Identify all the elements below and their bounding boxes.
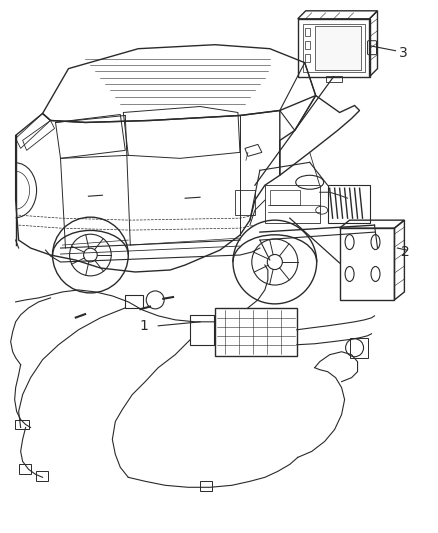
Bar [190, 315, 214, 345]
Bar [298, 19, 370, 77]
Bar [19, 464, 31, 474]
Bar [305, 28, 310, 36]
Bar [270, 190, 300, 205]
Bar [200, 481, 212, 491]
Bar [35, 471, 48, 481]
Bar [14, 419, 28, 430]
Bar [350, 338, 367, 358]
Bar [305, 54, 310, 62]
Bar [326, 76, 342, 82]
Bar [305, 41, 310, 49]
Bar [235, 190, 255, 215]
Text: 1: 1 [139, 319, 148, 333]
Bar [215, 308, 297, 356]
Bar [314, 26, 360, 70]
Bar [339, 228, 395, 300]
Text: 2: 2 [401, 245, 410, 259]
Bar [125, 295, 143, 308]
Bar [265, 185, 320, 223]
Bar [328, 185, 370, 223]
Text: 3: 3 [399, 46, 408, 60]
Bar [303, 24, 364, 71]
